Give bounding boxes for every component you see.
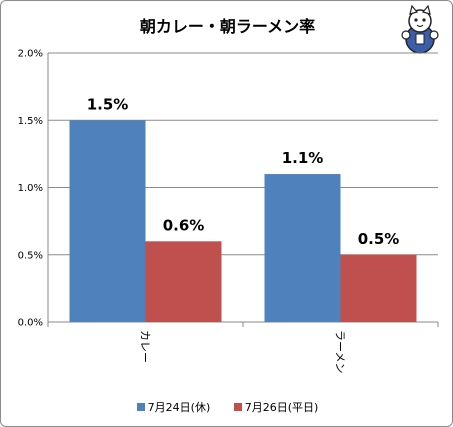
data-label: 0.6% <box>163 216 205 234</box>
category-label: ラーメン <box>334 330 347 374</box>
plot-area: 0.0% 0.5% 1.0% 1.5% 2.0% 1.5% 0.6% カレー 1.1% 0.5% ラ… <box>18 49 439 374</box>
y-tick-label: 0.0% <box>18 318 43 329</box>
y-tick-label: 0.5% <box>18 250 43 261</box>
bar <box>340 254 417 322</box>
data-label: 0.5% <box>358 230 400 248</box>
cat-mascot-icon <box>401 5 439 54</box>
legend-swatch-series-1 <box>136 403 145 411</box>
legend-label-series-1: 7月24日(休) <box>147 401 211 414</box>
legend-item-series-2: 7月26日(平日) <box>233 399 319 415</box>
y-tick-label: 1.0% <box>18 183 43 194</box>
legend-swatch-series-2 <box>233 403 242 411</box>
y-tick-label: 1.5% <box>18 116 43 127</box>
legend-item-series-1: 7月24日(休) <box>136 399 211 415</box>
data-label: 1.5% <box>87 95 129 113</box>
bar <box>145 241 222 322</box>
data-label: 1.1% <box>282 149 324 167</box>
bar <box>69 120 146 322</box>
legend: 7月24日(休) 7月26日(平日) <box>1 399 453 415</box>
chart-title: 朝カレー・朝ラーメン率 <box>139 17 316 36</box>
legend-label-series-2: 7月26日(平日) <box>244 401 319 414</box>
y-tick-label: 2.0% <box>18 49 43 60</box>
category-label: カレー <box>139 330 152 363</box>
bar <box>264 174 341 322</box>
